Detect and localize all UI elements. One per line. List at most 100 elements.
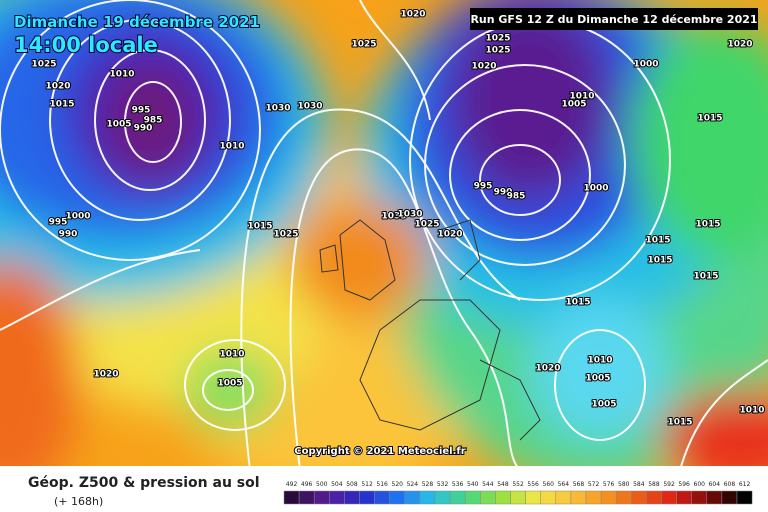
scale-label: 592 [663,481,675,488]
isobar-label: 1010 [219,142,244,152]
scale-swatch [631,490,647,505]
scale-swatch [585,490,602,505]
run-info: Run GFS 12 Z du Dimanche 12 décembre 202… [470,13,757,26]
isobar-label: 995 [474,182,493,192]
isobar-label: 1005 [561,100,586,110]
scale-swatch [570,490,587,505]
isobar-label: 1005 [106,120,131,130]
scale-swatch [510,490,526,505]
scale-label: 512 [361,481,373,488]
scale-swatch [736,490,753,505]
scale-label: 536 [452,481,464,488]
scale-swatch [359,490,375,505]
scale-label: 492 [286,481,298,488]
scale-label: 568 [573,481,585,488]
isobar-label: 1025 [351,40,376,50]
isobar-label: 1005 [591,400,616,410]
scale-label: 588 [648,481,660,488]
scale-swatch [691,490,708,505]
isobar-label: 1015 [697,114,722,124]
isobar-label: 1000 [65,212,90,222]
scale-swatch [434,490,451,505]
isobar-label: 1020 [471,62,496,72]
isobar-label: 1015 [647,256,672,266]
isobar-label: 1025 [414,220,439,230]
isobar-label: 990 [134,124,153,134]
scale-label: 524 [407,481,419,488]
isobar-label: 1015 [693,272,718,282]
isobar-label: 995 [49,218,68,228]
scale-swatch [404,490,421,505]
field [0,0,768,466]
scale-swatch [298,490,315,505]
scale-label: 584 [633,481,645,488]
scale-swatch [646,490,662,505]
scale-swatch [600,490,617,505]
isobar-label: 1010 [587,356,612,366]
isobar-label: 1010 [109,70,134,80]
scale-label: 548 [497,481,509,488]
scale-label: 552 [512,481,524,488]
scale-label: 532 [437,481,449,488]
scale-label: 520 [392,481,404,488]
isobar-label: 1015 [695,220,720,230]
scale-label: 556 [527,481,539,488]
scale-label: 528 [422,481,434,488]
isobar-label: 1025 [273,230,298,240]
isobar-label: 990 [494,188,513,198]
scale-label: 496 [301,481,313,488]
isobar-label: 1015 [247,222,272,232]
isobar-label: 1015 [565,298,590,308]
isobar-label: 1030 [297,102,322,112]
scale-label: 504 [331,481,343,488]
scale-label: 612 [739,481,751,488]
scale-swatch [374,490,390,505]
isobar-label: 1020 [45,82,70,92]
isobar-label: 985 [507,192,526,202]
isobar-label: 1010 [219,350,244,360]
color-scale: 492 496 500 504 508 512 516 520 524 528 532 536 540 5… [283,481,753,505]
scale-swatch [480,490,496,505]
copyright: Copyright © 2021 Meteociel.fr [294,446,465,457]
scale-swatch [555,490,572,505]
scale-swatch [661,490,677,505]
scale-swatch [721,490,738,505]
scale-label: 608 [724,481,736,488]
scale-swatch [495,490,511,505]
isobar-label: 1000 [633,60,658,70]
date: Dimanche 19 décembre 2021 [14,13,260,31]
scale-label: 596 [678,481,690,488]
isobar-label: 1030 [265,104,290,114]
isobar-label: 1020 [727,40,752,50]
isobar-label: 1025 [485,34,510,44]
scale-label: 560 [543,481,555,488]
isobar-label: 1020 [93,370,118,380]
isobar-label: 1015 [645,236,670,246]
scale-label: 580 [618,481,630,488]
isobar-label: 1000 [583,184,608,194]
scale-swatch [329,490,345,505]
isobar-label: 1005 [217,379,242,389]
isobar-label: 1035 [381,212,406,222]
isobar-label: 1005 [585,374,610,384]
isobar-label: 1020 [535,364,560,374]
scale-swatch [449,490,466,505]
isobar-label: 995 [132,106,151,116]
time: 14:00 locale [14,33,158,57]
footer-lead: (+ 168h) [54,495,103,508]
scale-label: 604 [709,481,721,488]
isobar-label: 1020 [437,230,462,240]
scale-swatch [706,490,723,505]
scale-label: 500 [316,481,328,488]
isobar-label: 985 [144,116,163,126]
isobar-label: 1010 [569,92,594,102]
scale-swatch [419,490,436,505]
isobar-label: 1025 [31,60,56,70]
isobar-label: 1015 [49,100,74,110]
scale-swatch [464,490,481,505]
scale-swatch [676,490,692,505]
scale-label: 540 [467,481,479,488]
scale-swatch [540,490,557,505]
